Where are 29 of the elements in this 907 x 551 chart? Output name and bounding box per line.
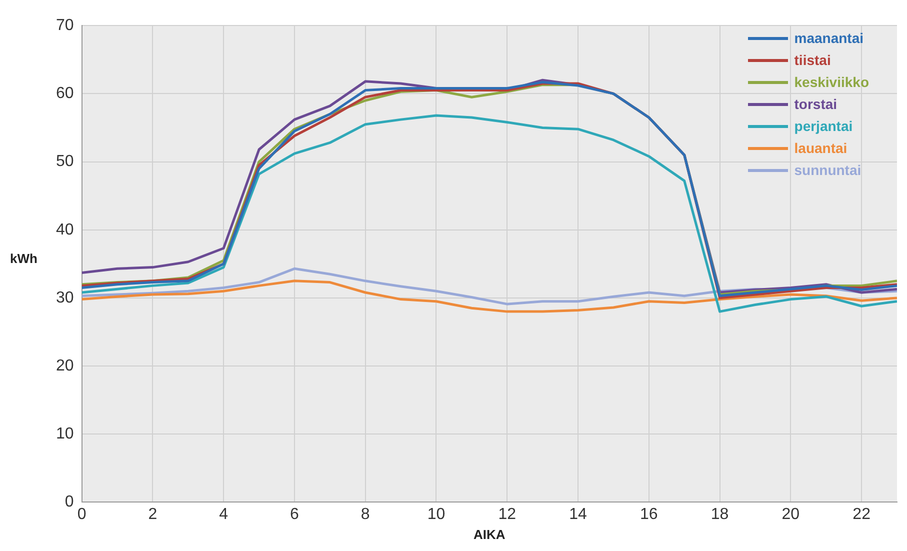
- y-tick-label: 70: [56, 17, 74, 34]
- x-tick-label: 8: [360, 506, 370, 524]
- legend-label: sunnuntai: [794, 162, 862, 178]
- x-tick-label: 10: [427, 506, 446, 524]
- y-tick-label: 20: [56, 357, 74, 374]
- x-tick-label: 6: [290, 506, 300, 524]
- legend-label: maanantai: [794, 30, 864, 46]
- x-tick-label: 4: [219, 506, 228, 524]
- legend-label: tiistai: [794, 52, 831, 68]
- legend-label: keskiviikko: [794, 74, 869, 90]
- x-tick-label: 20: [782, 506, 800, 524]
- y-tick-label: 60: [56, 85, 74, 102]
- x-tick-label: 18: [710, 506, 729, 524]
- y-tick-label: 10: [56, 426, 74, 443]
- legend-label: perjantai: [794, 118, 853, 134]
- x-tick-label: 2: [148, 506, 158, 524]
- y-axis-title: kWh: [10, 251, 38, 266]
- y-tick-label: 50: [56, 153, 74, 170]
- x-tick-label: 12: [498, 506, 516, 524]
- x-tick-label: 22: [852, 506, 871, 524]
- y-tick-label: 30: [56, 289, 74, 306]
- y-tick-label: 0: [64, 494, 74, 511]
- y-tick-label: 40: [56, 221, 74, 238]
- x-tick-label: 0: [77, 506, 86, 524]
- x-tick-label: 16: [640, 506, 658, 524]
- x-tick-label: 14: [569, 506, 588, 524]
- legend-label: torstai: [794, 96, 838, 112]
- legend-label: lauantai: [794, 140, 848, 156]
- x-axis-title: AIKA: [474, 526, 506, 542]
